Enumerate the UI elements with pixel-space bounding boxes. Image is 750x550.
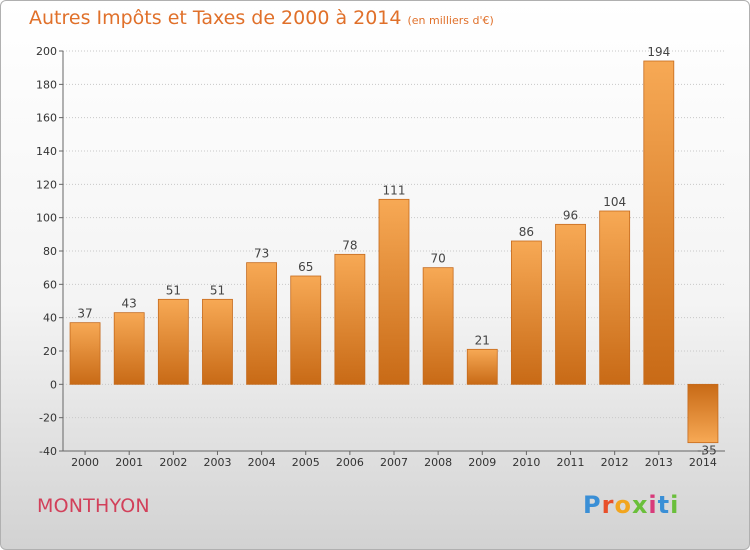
y-tick-label: 20: [43, 345, 57, 358]
data-label: 43: [122, 297, 137, 311]
logo-letter: t: [657, 491, 671, 519]
x-tick-label: 2001: [115, 456, 143, 469]
bar: [113, 312, 145, 385]
data-label: -35: [697, 444, 717, 458]
logo-letter: r: [601, 491, 615, 519]
bar: [69, 322, 101, 385]
data-label: 104: [603, 195, 626, 209]
bar: [599, 210, 631, 385]
data-label: 70: [430, 252, 445, 266]
bar: [687, 383, 719, 444]
y-tick-label: 120: [36, 178, 57, 191]
data-label: 194: [647, 45, 670, 59]
data-label: 37: [77, 307, 92, 321]
x-tick-label: 2009: [468, 456, 496, 469]
y-tick-label: 80: [43, 245, 57, 258]
data-label: 21: [475, 333, 490, 347]
bar: [643, 60, 675, 385]
x-tick-label: 2014: [689, 456, 717, 469]
data-label: 65: [298, 260, 313, 274]
proxiti-logo: Proxiti: [583, 491, 679, 519]
y-tick-label: 160: [36, 112, 57, 125]
y-tick-label: 40: [43, 312, 57, 325]
y-tick-label: 60: [43, 278, 57, 291]
bar: [555, 223, 586, 385]
logo-letter: P: [583, 491, 602, 519]
x-tick-label: 2010: [512, 456, 540, 469]
x-tick-label: 2000: [71, 456, 99, 469]
logo-letter: i: [670, 491, 680, 519]
bar: [202, 298, 233, 385]
data-label: 51: [166, 283, 181, 297]
bar: [378, 198, 410, 385]
chart-title-text: Autres Impôts et Taxes de 2000 à 2014: [29, 7, 402, 29]
x-tick-label: 2011: [557, 456, 585, 469]
bar: [290, 275, 322, 385]
x-tick-label: 2005: [292, 456, 320, 469]
axes: -40 -20 0 20 40 60 80 100 120 140 160 180 200: [36, 45, 725, 458]
y-tick-label: 0: [50, 378, 57, 391]
logo-letter: x: [631, 491, 649, 519]
bar: [422, 267, 454, 385]
bar: [334, 253, 366, 385]
bar: [466, 348, 498, 385]
x-tick-label: 2013: [645, 456, 673, 469]
commune-name: MONTHYON: [37, 495, 150, 517]
data-label: 78: [342, 238, 357, 252]
data-label: 86: [519, 225, 534, 239]
y-tick-label: 100: [36, 212, 57, 225]
chart-subtitle: (en milliers d'€): [407, 14, 494, 27]
x-tick-label: 2008: [424, 456, 452, 469]
x-tick-label: 2012: [601, 456, 629, 469]
x-tick-label: 2007: [380, 456, 408, 469]
bar: [157, 298, 189, 385]
chart-title: Autres Impôts et Taxes de 2000 à 2014 (en…: [29, 7, 494, 29]
y-tick-label: -40: [39, 445, 57, 458]
x-tick-label: 2006: [336, 456, 364, 469]
x-tick-label: 2003: [203, 456, 231, 469]
logo-letter: o: [614, 491, 632, 519]
y-tick-label: -20: [39, 412, 57, 425]
x-tick-label: 2004: [248, 456, 276, 469]
y-tick-label: 180: [36, 78, 57, 91]
data-label: 96: [563, 208, 578, 222]
labels: 2000 37 2001 43 2002 51 2003 51 2004 73 2005 65 2006…: [71, 45, 717, 469]
data-label: 73: [254, 247, 269, 261]
bar: [246, 262, 278, 385]
y-tick-label: 140: [36, 145, 57, 158]
bar: [510, 240, 542, 385]
y-tick-label: 200: [36, 45, 57, 58]
logo-letter: i: [648, 491, 658, 519]
bars: [69, 60, 719, 444]
data-label: 111: [383, 183, 406, 197]
data-label: 51: [210, 283, 225, 297]
x-tick-label: 2002: [159, 456, 187, 469]
